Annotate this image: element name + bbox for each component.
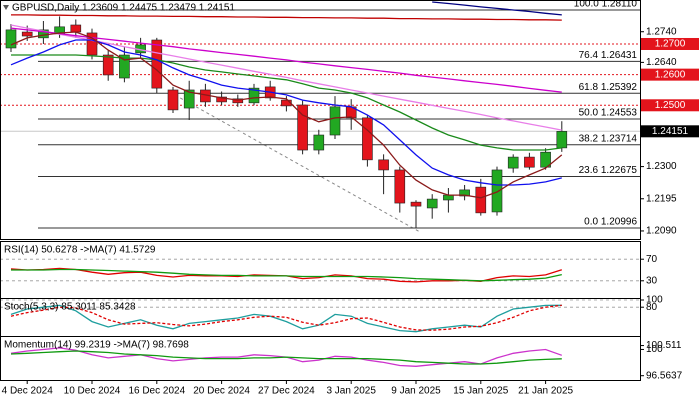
candle-body: [362, 117, 373, 161]
price-panel: 100.0 1.28110 76.4 1.26431 61.8 1.25392 50.…: [0, 0, 640, 233]
y-tick-label: 1.2195: [646, 193, 677, 204]
last-price-label: 1.24151: [652, 126, 689, 137]
y-tick-label: 1.2090: [646, 226, 677, 237]
stoch-panel: [0, 299, 640, 333]
momentum-title: Momentum(14) 99.2319 ->MA(7) 98.7698: [4, 340, 189, 351]
indicator-line: [432, 1, 562, 16]
candle-body: [378, 159, 389, 171]
indicator-line: [10, 350, 562, 365]
x-tick-label: 4 Dec 2024: [2, 386, 54, 397]
y-tick-label: 100: [646, 295, 663, 306]
price-title: GBPUSD,Daily 1.23609 1.24475 1.23479 1.2…: [12, 3, 235, 14]
candle-body: [86, 32, 98, 56]
x-tick-label: 20 Dec 2024: [193, 386, 250, 397]
level-box: [641, 37, 699, 50]
candle-body: [459, 189, 470, 197]
candle-body: [491, 169, 503, 213]
level-label: 1.2700: [655, 39, 686, 50]
candle-body: [102, 54, 114, 76]
indicator-line: [10, 304, 562, 331]
y-tick-label: 1.2740: [646, 26, 677, 37]
candle-body: [507, 156, 519, 169]
x-tick-label: 9 Jan 2025: [391, 386, 441, 397]
indicator-line: [11, 268, 562, 282]
momentum-frame: [0, 336, 641, 381]
candle-body: [410, 201, 422, 207]
candle-body: [475, 186, 487, 214]
momentum-panel: [10, 347, 563, 367]
indicator-line: [10, 31, 563, 199]
x-tick-label: 10 Dec 2024: [64, 386, 121, 397]
fib-label: 0.0 1.20996: [584, 217, 637, 228]
indicator-line: [11, 54, 562, 151]
fib-label: 23.6 1.22675: [579, 165, 638, 176]
fib-label: 61.8 1.25392: [579, 82, 638, 93]
x-tick-label: 27 Dec 2024: [258, 386, 315, 397]
fib-anchor-line: [174, 94, 421, 233]
fib-label: 50.0 1.24553: [579, 108, 638, 119]
x-tick-label: 16 Dec 2024: [128, 386, 185, 397]
y-tick-label: 1.2300: [646, 161, 677, 172]
candle-body: [540, 151, 551, 168]
level-box: [641, 68, 699, 81]
y-tick-label: 80: [646, 302, 658, 313]
candle-body: [329, 106, 341, 136]
x-tick-label: 21 Jan 2025: [518, 386, 573, 397]
candle-body: [151, 39, 163, 89]
indicator-line: [10, 304, 562, 333]
candle-body: [232, 98, 244, 104]
symbol-icon: [3, 5, 9, 10]
price-frame: [0, 0, 641, 240]
candle-body: [426, 198, 438, 209]
candle-body: [167, 89, 179, 111]
y-tick-label: 100: [646, 344, 663, 355]
rsi-title: RSI(14) 50.6278 ->MA(7) 41.5729: [4, 245, 156, 256]
level-box: [641, 99, 699, 112]
candle-body: [119, 54, 130, 79]
candle-body: [443, 194, 454, 201]
y-tick-label: 1.2640: [646, 57, 677, 68]
axes: 1.2740 1.2640 1.2300 1.2195 1.2090 1.2700 1.26…: [2, 26, 699, 397]
fib-label: 100.0 1.28110: [574, 0, 638, 10]
candle-body: [297, 104, 308, 151]
candle-body: [216, 96, 227, 103]
candle-body: [70, 24, 82, 33]
indicator-line: [10, 39, 562, 186]
y-tick-label: 30: [646, 275, 658, 286]
y-tick-label: 96.5637: [646, 370, 683, 381]
indicator-line: [11, 14, 562, 21]
x-tick-label: 15 Jan 2025: [453, 386, 508, 397]
last-price-box: [641, 125, 699, 138]
candle-body: [524, 156, 535, 168]
candle-body: [248, 87, 260, 104]
x-tick-label: 3 Jan 2025: [326, 386, 376, 397]
level-label: 1.2500: [655, 100, 686, 111]
y-tick-label: 100.511: [646, 340, 682, 351]
y-tick-label: 70: [646, 254, 658, 265]
indicator-line: [10, 27, 562, 93]
fib-label: 76.4 1.26431: [579, 50, 638, 61]
indicator-line: [10, 24, 562, 131]
candle-body: [5, 29, 17, 49]
rsi-panel: [0, 258, 640, 283]
candle-body: [21, 31, 33, 37]
stoch-title: Stoch(5,3,3) 85.3011 85.3428: [4, 302, 136, 313]
fib-label: 38.2 1.23714: [579, 133, 638, 144]
candle-body: [313, 134, 325, 151]
level-label: 1.2600: [655, 69, 686, 80]
candle-body: [394, 169, 406, 204]
candle-body: [183, 89, 195, 109]
candle-body: [556, 131, 568, 149]
